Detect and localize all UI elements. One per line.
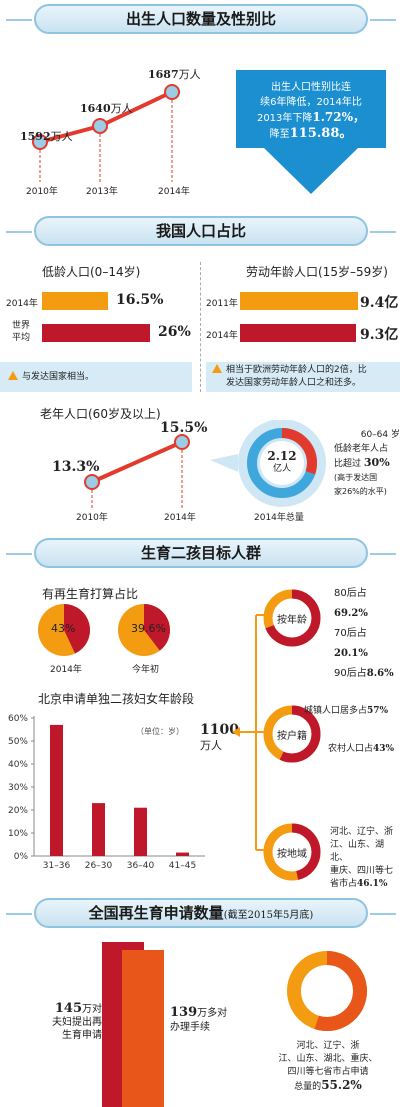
- pie-label-2: 今年初: [132, 665, 160, 675]
- ring-age: [263, 589, 321, 647]
- sex-ratio-arrow: [236, 70, 386, 194]
- age-ytick-label: 30%: [8, 783, 28, 793]
- age-ytick-label: 10%: [8, 829, 28, 839]
- old-total-label: 2.12 亿人: [267, 449, 297, 475]
- birth-line-chart: [32, 84, 180, 182]
- age-ytick-label: 60%: [8, 714, 28, 724]
- population-divider: [200, 262, 201, 392]
- ring-region: [263, 823, 321, 881]
- age-ytick-label: 0%: [14, 852, 29, 862]
- old-value-2010: 13.3%: [52, 459, 100, 475]
- pie-charts: [38, 604, 170, 656]
- region-group-items: 河北、辽宁、浙 江、山东、湖北、 重庆、四川等七 省市占46.1%: [330, 827, 394, 889]
- age-xtick-label: 26–30: [85, 861, 113, 871]
- old-total-caption: 2014年总量: [254, 513, 304, 523]
- bar-unit: （单位：岁）: [136, 727, 184, 736]
- age-xtick-label: 41–45: [169, 861, 196, 871]
- young-bar-2014: [42, 292, 108, 310]
- old-title: 老年人口(60岁及以上): [40, 407, 161, 421]
- birth-label-2010: 1592万人: [20, 130, 73, 143]
- section-title-birth: 出生人口数量及性别比: [6, 4, 396, 34]
- age-bar-chart: 0% 10% 20% 30% 40% 50% 60% 31–36 26–30 36–40 41–45: [8, 714, 205, 871]
- application-ring: [287, 951, 367, 1031]
- age-bar-1: [50, 724, 63, 856]
- huji-group-items: 城镇人口居多占57% 农村人口占43%: [304, 706, 395, 754]
- ring-huji: [263, 705, 321, 763]
- birth-label-2014: 1687万人: [148, 68, 201, 81]
- young-value-world: 26%: [158, 324, 191, 340]
- sex-ratio-text: 出生人口性别比连 续6年降低，2014年比 2013年下降1.72%， 降至11…: [256, 82, 366, 141]
- work-label-2011: 2011年: [206, 299, 238, 309]
- birth-point-2014: [164, 84, 180, 100]
- application-left-label: 145万对 夫妇提出再 生育申请: [52, 1001, 102, 1041]
- age-ytick-label: 50%: [8, 737, 28, 747]
- old-line-seg: [91, 440, 183, 484]
- age-ytick-label: 20%: [8, 806, 28, 816]
- pie-value-1: 43%: [51, 622, 76, 635]
- work-label-2014: 2014年: [206, 331, 238, 341]
- ring-huji-label: 按户籍: [277, 731, 307, 742]
- application-right-label: 139万多对 办理手续: [170, 1005, 228, 1034]
- old-year-2010: 2010年: [76, 513, 108, 523]
- birth-label-2013: 1640万人: [80, 102, 133, 115]
- old-value-2014: 15.5%: [160, 420, 208, 436]
- birth-year-2010: 2010年: [26, 187, 58, 197]
- section-title-applications: 全国再生育申请数量(截至2015年5月底): [6, 898, 396, 928]
- application-ring-note: 河北、辽宁、浙 江、山东、湖北、重庆、 四川等七省市占申请 总量的55.2%: [278, 1041, 378, 1092]
- pie-value-2: 39.6%: [131, 622, 166, 635]
- age-xtick-label: 31–36: [43, 861, 71, 871]
- pie-1-slice: [64, 604, 91, 654]
- birth-line-seg-2: [99, 90, 173, 128]
- bar-title: 北京申请单独二孩妇女年龄段: [38, 692, 195, 706]
- birth-year-2014: 2014年: [158, 187, 190, 197]
- young-value-2014: 16.5%: [116, 292, 164, 308]
- section-title-target: 生育二孩目标人群: [6, 538, 396, 568]
- pie-title: 有再生育打算占比: [42, 587, 139, 601]
- ring-age-label: 按年龄: [277, 615, 307, 626]
- application-bar-139: [122, 950, 164, 1107]
- work-bar-2011: [240, 292, 358, 310]
- old-note: 60–64 岁 低龄老年人占 比超过 30% (高于发达国 家26%的水平): [334, 430, 400, 496]
- old-point-2014: [174, 434, 190, 450]
- age-bar-3: [134, 807, 147, 856]
- work-bar-2014: [240, 324, 356, 342]
- work-title: 劳动年龄人口(15岁–59岁): [246, 265, 388, 279]
- age-ytick-label: 40%: [8, 760, 28, 770]
- old-line-chart: [84, 420, 326, 508]
- old-ring-highlight: [247, 428, 317, 498]
- birth-year-2013: 2013年: [86, 187, 118, 197]
- age-bar-2: [92, 803, 105, 856]
- birth-line-seg-1: [39, 124, 101, 144]
- young-bar-world: [42, 324, 150, 342]
- birth-point-2013: [92, 118, 108, 134]
- age-group-items: 80后占69.2% 70后占20.1% 90后占8.6%: [334, 588, 394, 679]
- old-point-2010: [84, 474, 100, 490]
- age-bar-4: [176, 852, 189, 856]
- age-xtick-label: 36–40: [127, 861, 155, 871]
- young-label-world: 世界 平均: [12, 321, 31, 343]
- center-total: 1100 万人: [200, 722, 239, 752]
- birth-point-2010: [32, 134, 48, 150]
- work-value-2014: 9.3亿: [360, 327, 399, 343]
- young-title: 低龄人口(0–14岁): [42, 265, 141, 279]
- old-year-2014: 2014年: [164, 513, 196, 523]
- young-label-2014: 2014年: [6, 299, 38, 309]
- section-title-population: 我国人口占比: [6, 216, 396, 246]
- pie-label-1: 2014年: [50, 665, 82, 675]
- young-note: 与发达国家相当。: [0, 362, 192, 392]
- ring-region-label: 按地域: [277, 849, 307, 860]
- pie-2-slice: [144, 604, 170, 651]
- work-note: 相当于欧洲劳动年龄人口的2倍，比 发达国家劳动年龄人口之和还多。: [206, 362, 400, 392]
- work-value-2011: 9.4亿: [360, 295, 399, 311]
